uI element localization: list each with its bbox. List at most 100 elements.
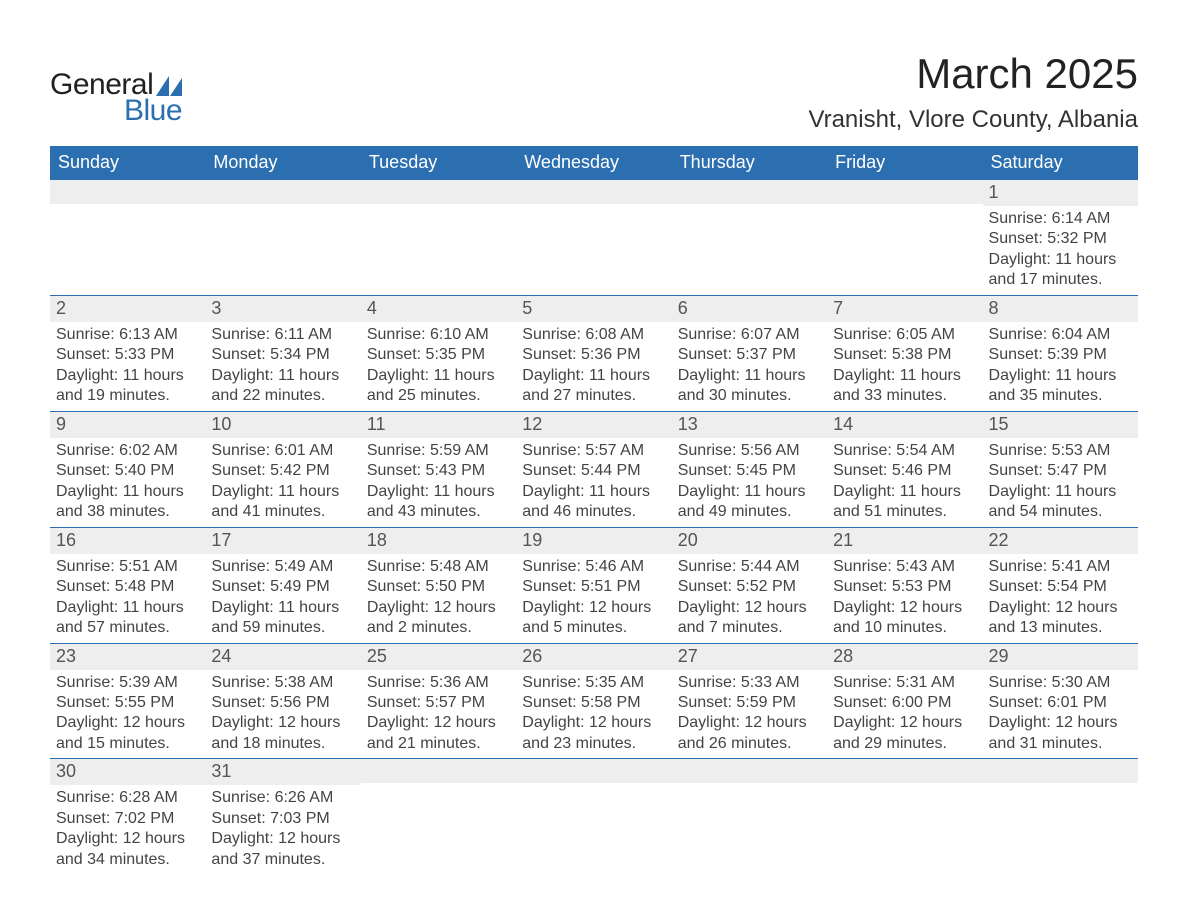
day-cell: 3Sunrise: 6:11 AMSunset: 5:34 PMDaylight…	[205, 296, 360, 411]
day-body: Sunrise: 5:48 AMSunset: 5:50 PMDaylight:…	[361, 554, 516, 643]
day-number: 25	[361, 644, 516, 670]
day-cell: 6Sunrise: 6:07 AMSunset: 5:37 PMDaylight…	[672, 296, 827, 411]
day-body: Sunrise: 6:04 AMSunset: 5:39 PMDaylight:…	[983, 322, 1138, 411]
sunrise-line: Sunrise: 6:26 AM	[211, 788, 354, 808]
day-number	[827, 180, 982, 204]
sunrise-line: Sunrise: 6:01 AM	[211, 441, 354, 461]
sunrise-line: Sunrise: 5:41 AM	[989, 557, 1132, 577]
daylight-line: Daylight: 12 hours and 10 minutes.	[833, 598, 976, 639]
day-body	[516, 204, 671, 284]
sunset-line: Sunset: 7:02 PM	[56, 809, 199, 829]
day-cell	[672, 759, 827, 874]
week-row: 9Sunrise: 6:02 AMSunset: 5:40 PMDaylight…	[50, 411, 1138, 527]
day-number: 5	[516, 296, 671, 322]
day-number	[516, 759, 671, 783]
day-body: Sunrise: 5:59 AMSunset: 5:43 PMDaylight:…	[361, 438, 516, 527]
daylight-line: Daylight: 12 hours and 21 minutes.	[367, 713, 510, 754]
sunset-line: Sunset: 5:38 PM	[833, 345, 976, 365]
day-body	[983, 783, 1138, 863]
daylight-line: Daylight: 12 hours and 23 minutes.	[522, 713, 665, 754]
day-cell	[983, 759, 1138, 874]
day-cell: 29Sunrise: 5:30 AMSunset: 6:01 PMDayligh…	[983, 644, 1138, 759]
weekday-header: Wednesday	[516, 146, 671, 180]
day-body	[516, 783, 671, 863]
sunset-line: Sunset: 5:52 PM	[678, 577, 821, 597]
sunset-line: Sunset: 5:49 PM	[211, 577, 354, 597]
sunrise-line: Sunrise: 5:38 AM	[211, 673, 354, 693]
weekday-header: Thursday	[672, 146, 827, 180]
sunrise-line: Sunrise: 6:04 AM	[989, 325, 1132, 345]
day-number	[205, 180, 360, 204]
weekday-header: Sunday	[50, 146, 205, 180]
day-body: Sunrise: 6:01 AMSunset: 5:42 PMDaylight:…	[205, 438, 360, 527]
weekday-header: Saturday	[983, 146, 1138, 180]
daylight-line: Daylight: 12 hours and 15 minutes.	[56, 713, 199, 754]
daylight-line: Daylight: 11 hours and 27 minutes.	[522, 366, 665, 407]
day-body: Sunrise: 6:10 AMSunset: 5:35 PMDaylight:…	[361, 322, 516, 411]
day-number: 30	[50, 759, 205, 785]
brand-logo: General Blue	[50, 50, 182, 128]
day-body: Sunrise: 6:08 AMSunset: 5:36 PMDaylight:…	[516, 322, 671, 411]
day-body	[672, 783, 827, 863]
header: General Blue March 2025 Vranisht, Vlore …	[50, 50, 1138, 134]
daylight-line: Daylight: 12 hours and 7 minutes.	[678, 598, 821, 639]
sunrise-line: Sunrise: 6:05 AM	[833, 325, 976, 345]
day-number: 14	[827, 412, 982, 438]
daylight-line: Daylight: 11 hours and 51 minutes.	[833, 482, 976, 523]
day-cell: 23Sunrise: 5:39 AMSunset: 5:55 PMDayligh…	[50, 644, 205, 759]
sunrise-line: Sunrise: 6:08 AM	[522, 325, 665, 345]
weekday-header: Monday	[205, 146, 360, 180]
sunset-line: Sunset: 5:54 PM	[989, 577, 1132, 597]
day-body: Sunrise: 5:57 AMSunset: 5:44 PMDaylight:…	[516, 438, 671, 527]
day-cell: 17Sunrise: 5:49 AMSunset: 5:49 PMDayligh…	[205, 528, 360, 643]
day-cell: 1Sunrise: 6:14 AMSunset: 5:32 PMDaylight…	[983, 180, 1138, 295]
sunset-line: Sunset: 5:35 PM	[367, 345, 510, 365]
sunset-line: Sunset: 5:32 PM	[989, 229, 1132, 249]
sunset-line: Sunset: 5:46 PM	[833, 461, 976, 481]
day-body	[827, 783, 982, 863]
day-number: 15	[983, 412, 1138, 438]
day-number: 18	[361, 528, 516, 554]
brand-triangle-icon	[156, 76, 182, 96]
day-body: Sunrise: 6:28 AMSunset: 7:02 PMDaylight:…	[50, 785, 205, 874]
day-cell: 27Sunrise: 5:33 AMSunset: 5:59 PMDayligh…	[672, 644, 827, 759]
sunset-line: Sunset: 5:57 PM	[367, 693, 510, 713]
day-cell: 15Sunrise: 5:53 AMSunset: 5:47 PMDayligh…	[983, 412, 1138, 527]
day-cell: 28Sunrise: 5:31 AMSunset: 6:00 PMDayligh…	[827, 644, 982, 759]
day-body: Sunrise: 6:26 AMSunset: 7:03 PMDaylight:…	[205, 785, 360, 874]
day-number: 8	[983, 296, 1138, 322]
day-number: 23	[50, 644, 205, 670]
daylight-line: Daylight: 11 hours and 54 minutes.	[989, 482, 1132, 523]
sunrise-line: Sunrise: 6:07 AM	[678, 325, 821, 345]
day-body: Sunrise: 5:38 AMSunset: 5:56 PMDaylight:…	[205, 670, 360, 759]
day-number: 11	[361, 412, 516, 438]
daylight-line: Daylight: 12 hours and 26 minutes.	[678, 713, 821, 754]
week-row: 23Sunrise: 5:39 AMSunset: 5:55 PMDayligh…	[50, 643, 1138, 759]
brand-text-blue: Blue	[124, 94, 182, 128]
daylight-line: Daylight: 11 hours and 59 minutes.	[211, 598, 354, 639]
day-cell: 12Sunrise: 5:57 AMSunset: 5:44 PMDayligh…	[516, 412, 671, 527]
sunrise-line: Sunrise: 5:51 AM	[56, 557, 199, 577]
day-number: 2	[50, 296, 205, 322]
daylight-line: Daylight: 12 hours and 18 minutes.	[211, 713, 354, 754]
day-cell: 7Sunrise: 6:05 AMSunset: 5:38 PMDaylight…	[827, 296, 982, 411]
sunrise-line: Sunrise: 6:11 AM	[211, 325, 354, 345]
daylight-line: Daylight: 12 hours and 29 minutes.	[833, 713, 976, 754]
day-number: 19	[516, 528, 671, 554]
sunset-line: Sunset: 5:45 PM	[678, 461, 821, 481]
day-number	[672, 759, 827, 783]
day-number: 17	[205, 528, 360, 554]
sunset-line: Sunset: 5:37 PM	[678, 345, 821, 365]
daylight-line: Daylight: 11 hours and 38 minutes.	[56, 482, 199, 523]
day-body: Sunrise: 5:35 AMSunset: 5:58 PMDaylight:…	[516, 670, 671, 759]
daylight-line: Daylight: 12 hours and 37 minutes.	[211, 829, 354, 870]
day-body: Sunrise: 5:30 AMSunset: 6:01 PMDaylight:…	[983, 670, 1138, 759]
daylight-line: Daylight: 11 hours and 25 minutes.	[367, 366, 510, 407]
day-number: 21	[827, 528, 982, 554]
day-cell	[361, 180, 516, 295]
sunset-line: Sunset: 5:55 PM	[56, 693, 199, 713]
day-cell: 30Sunrise: 6:28 AMSunset: 7:02 PMDayligh…	[50, 759, 205, 874]
sunrise-line: Sunrise: 6:02 AM	[56, 441, 199, 461]
day-cell	[50, 180, 205, 295]
day-body: Sunrise: 5:41 AMSunset: 5:54 PMDaylight:…	[983, 554, 1138, 643]
